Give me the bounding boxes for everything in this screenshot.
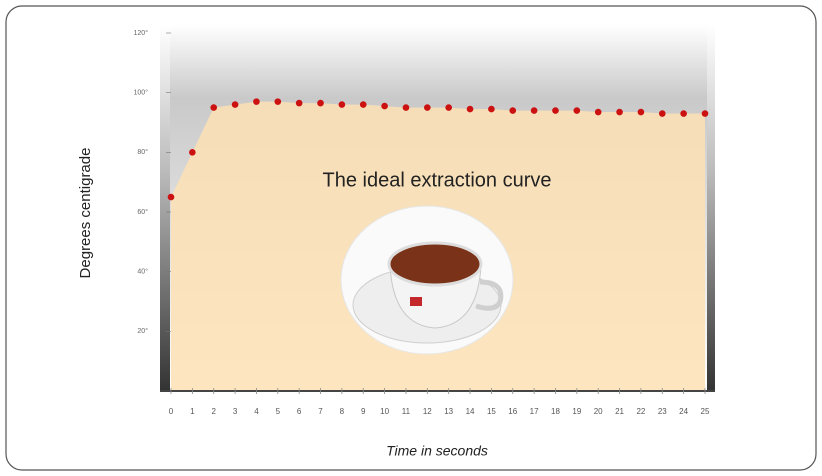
- x-tick-label: 8: [340, 407, 345, 416]
- x-tick-label: 1: [190, 407, 195, 416]
- y-axis-label: Degrees centigrade: [77, 148, 94, 279]
- data-point: [680, 110, 687, 117]
- data-point: [381, 103, 388, 110]
- data-point: [467, 106, 474, 113]
- x-tick-label: 24: [679, 407, 688, 416]
- x-tick-label: 17: [530, 407, 539, 416]
- y-tick-label: 60°: [137, 208, 148, 216]
- x-tick-label: 2: [211, 407, 216, 416]
- data-point: [253, 98, 260, 105]
- x-tick-label: 13: [444, 407, 453, 416]
- coffee-cup: [341, 206, 513, 354]
- data-point: [702, 110, 709, 117]
- data-point: [531, 107, 538, 114]
- data-point: [552, 107, 559, 114]
- x-tick-label: 25: [701, 407, 710, 416]
- data-point: [360, 101, 367, 108]
- x-axis-label: Time in seconds: [386, 443, 488, 459]
- chart-title: The ideal extraction curve: [322, 169, 551, 191]
- data-point: [445, 104, 452, 111]
- x-tick-label: 22: [636, 407, 645, 416]
- x-tick-label: 12: [423, 407, 432, 416]
- x-tick-label: 5: [276, 407, 281, 416]
- data-point: [659, 110, 666, 117]
- x-tick-label: 20: [594, 407, 603, 416]
- data-point: [424, 104, 431, 111]
- x-tick-label: 16: [508, 407, 517, 416]
- x-tick-label: 3: [233, 407, 238, 416]
- x-tick-label: 11: [402, 407, 411, 416]
- y-tick-label: 80°: [137, 148, 148, 156]
- left-edge: [160, 25, 170, 391]
- data-point: [574, 107, 581, 114]
- x-tick-label: 9: [361, 407, 366, 416]
- data-point: [168, 194, 175, 201]
- data-point: [210, 104, 217, 111]
- data-point: [275, 98, 282, 105]
- data-point: [339, 101, 346, 108]
- y-tick-label: 100°: [134, 89, 149, 97]
- x-tick-label: 15: [487, 407, 496, 416]
- coffee: [389, 243, 481, 285]
- data-point: [403, 104, 410, 111]
- data-point: [232, 101, 239, 108]
- data-point: [488, 106, 495, 113]
- right-edge: [707, 25, 715, 391]
- data-point: [595, 109, 602, 116]
- x-tick-label: 19: [572, 407, 581, 416]
- x-tick-label: 18: [551, 407, 560, 416]
- x-tick-label: 23: [658, 407, 667, 416]
- x-tick-label: 6: [297, 407, 302, 416]
- x-tick-label: 10: [380, 407, 389, 416]
- data-point: [317, 100, 324, 107]
- data-point: [616, 109, 623, 116]
- x-tick-label: 0: [169, 407, 174, 416]
- x-tick-label: 21: [615, 407, 624, 416]
- data-point: [509, 107, 516, 114]
- cup-logo: [410, 297, 422, 306]
- x-tick-label: 14: [466, 407, 475, 416]
- x-tick-label: 7: [318, 407, 323, 416]
- x-tick-label: 4: [254, 407, 259, 416]
- y-tick-label: 120°: [134, 29, 149, 37]
- data-point: [638, 109, 645, 116]
- data-point: [189, 149, 196, 156]
- y-tick-label: 40°: [137, 268, 148, 276]
- y-tick-label: 20°: [137, 327, 148, 335]
- chart: The ideal extraction curve Degrees centi…: [0, 0, 822, 476]
- data-point: [296, 100, 303, 107]
